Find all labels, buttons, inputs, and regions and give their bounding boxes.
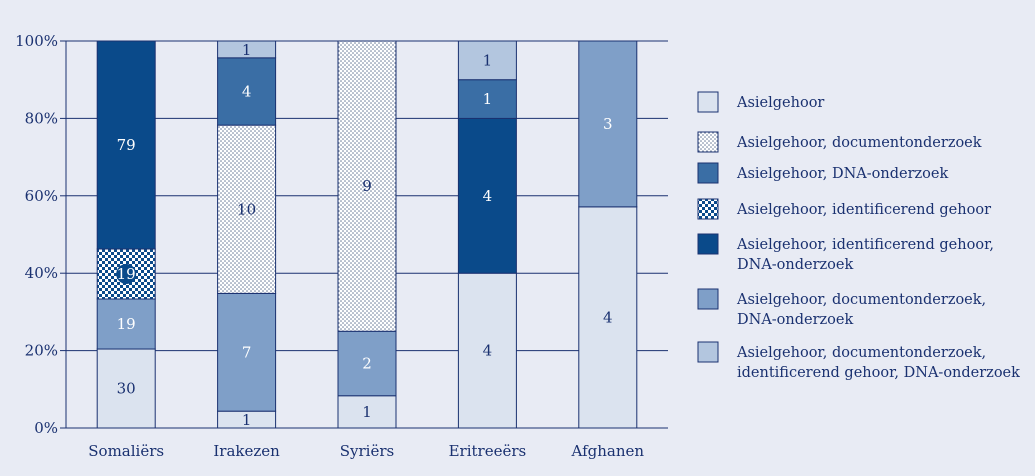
bar-segment — [457, 272, 517, 429]
data-label: 1 — [362, 403, 372, 421]
bars: 30 19 19 79 1 7 10 4 1 1 2 9 4 4 1 1 4 3 — [96, 40, 638, 429]
label-badge — [116, 263, 137, 284]
legend-label: Asielgehoor, identificerend gehoor, — [736, 237, 994, 253]
bar-segment — [96, 348, 156, 429]
legend-label: Asielgehoor — [736, 95, 824, 111]
legend-label: DNA-onderzoek — [737, 257, 853, 273]
data-label: 2 — [362, 355, 372, 373]
bar-segment — [578, 206, 638, 429]
x-tick-label: Eritreeërs — [449, 442, 527, 460]
bar-segment — [217, 124, 277, 294]
data-label: 4 — [483, 342, 493, 360]
data-label: 19 — [117, 265, 136, 283]
y-tick-label: 20% — [25, 342, 58, 360]
legend: Asielgehoor Asielgehoor, documentonderzoe… — [697, 91, 1020, 381]
bar-segment — [217, 57, 277, 126]
data-label: 30 — [117, 380, 136, 398]
bar-segment — [457, 79, 517, 119]
x-tick-label: Irakezen — [213, 442, 280, 460]
bar-segment — [457, 40, 517, 81]
y-axis: 0% 20% 40% 60% 80% 100% — [15, 32, 67, 437]
x-tick-label: Somaliërs — [88, 442, 164, 460]
data-label: 4 — [483, 187, 493, 205]
data-label: 9 — [362, 177, 372, 195]
data-label: 3 — [603, 115, 613, 133]
data-label: 1 — [242, 411, 252, 429]
data-label: 7 — [242, 343, 252, 361]
bar-segment — [457, 117, 517, 274]
legend-swatch — [697, 91, 719, 113]
bar-segment — [337, 395, 397, 429]
legend-swatch — [697, 162, 719, 184]
legend-label: Asielgehoor, DNA-onderzoek — [736, 166, 948, 182]
bar-segment — [217, 40, 277, 59]
data-label: 79 — [117, 136, 136, 154]
data-label: 4 — [603, 308, 613, 326]
y-tick-label: 0% — [34, 419, 58, 437]
legend-swatch — [697, 131, 719, 153]
legend-swatch — [697, 341, 719, 363]
legend-label: Asielgehoor, documentonderzoek, — [736, 345, 986, 361]
x-tick-label: Syriërs — [340, 442, 394, 460]
bar-segment — [337, 330, 397, 397]
y-tick-label: 40% — [25, 264, 58, 282]
legend-label: Asielgehoor, identificerend gehoor — [736, 202, 991, 218]
bar-segment — [578, 40, 638, 208]
data-label: 1 — [483, 90, 493, 108]
legend-label: DNA-onderzoek — [737, 312, 853, 328]
x-axis-labels: Somaliërs Irakezen Syriërs Eritreeërs Afghan… — [88, 442, 644, 460]
bar-segment — [337, 40, 397, 332]
bar-segment — [96, 40, 156, 250]
legend-swatch — [697, 198, 719, 220]
legend-swatch — [697, 288, 719, 310]
data-label: 1 — [483, 51, 493, 69]
data-label: 10 — [237, 200, 256, 218]
legend-label: Asielgehoor, documentonderzoek, — [736, 292, 986, 308]
x-tick-label: Afghanen — [571, 442, 645, 460]
data-label: 4 — [242, 82, 252, 100]
legend-label: identificerend gehoor, DNA-onderzoek — [737, 365, 1020, 381]
legend-label: Asielgehoor, documentonderzoek — [736, 135, 982, 151]
bar-segment — [96, 298, 156, 350]
y-tick-label: 80% — [25, 109, 58, 127]
legend-swatch — [697, 233, 719, 255]
data-label: 1 — [242, 41, 252, 59]
y-tick-label: 100% — [15, 32, 58, 50]
y-tick-label: 60% — [25, 187, 58, 205]
data-label: 19 — [117, 315, 136, 333]
